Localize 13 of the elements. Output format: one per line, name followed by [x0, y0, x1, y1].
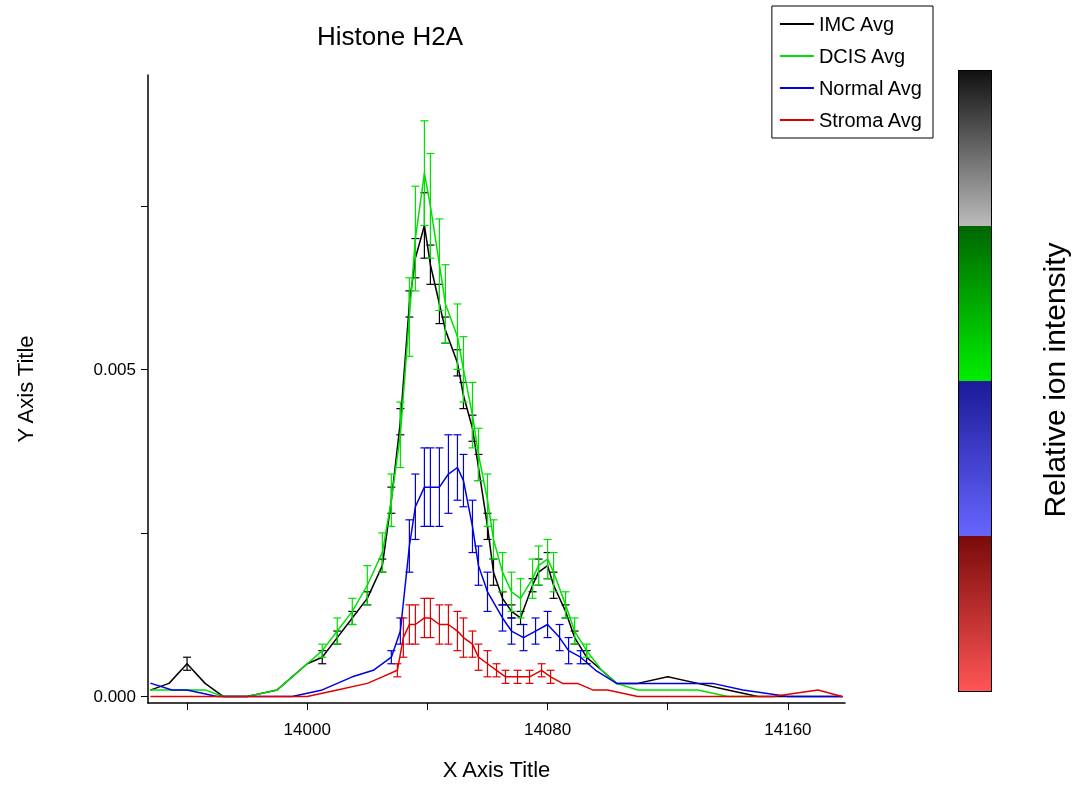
- legend-label: Normal Avg: [818, 77, 922, 99]
- legend-label: IMC Avg: [818, 13, 895, 35]
- x-tick-label: 14080: [523, 720, 572, 739]
- x-tick-label: 14000: [283, 720, 331, 739]
- legend-label: DCIS Avg: [818, 45, 906, 67]
- chart-title: Histone H2A: [317, 21, 464, 51]
- y-tick-label: 0.000: [93, 686, 136, 706]
- y-tick-label: 0.005: [93, 359, 136, 379]
- color-bar-title: Relative ion intensity: [1038, 242, 1072, 518]
- legend-label: Stroma Avg: [818, 109, 922, 131]
- y-axis-title: Y Axis Title: [12, 335, 38, 443]
- x-tick-label: 14160: [764, 720, 812, 739]
- x-axis-title: X Axis Title: [442, 756, 551, 782]
